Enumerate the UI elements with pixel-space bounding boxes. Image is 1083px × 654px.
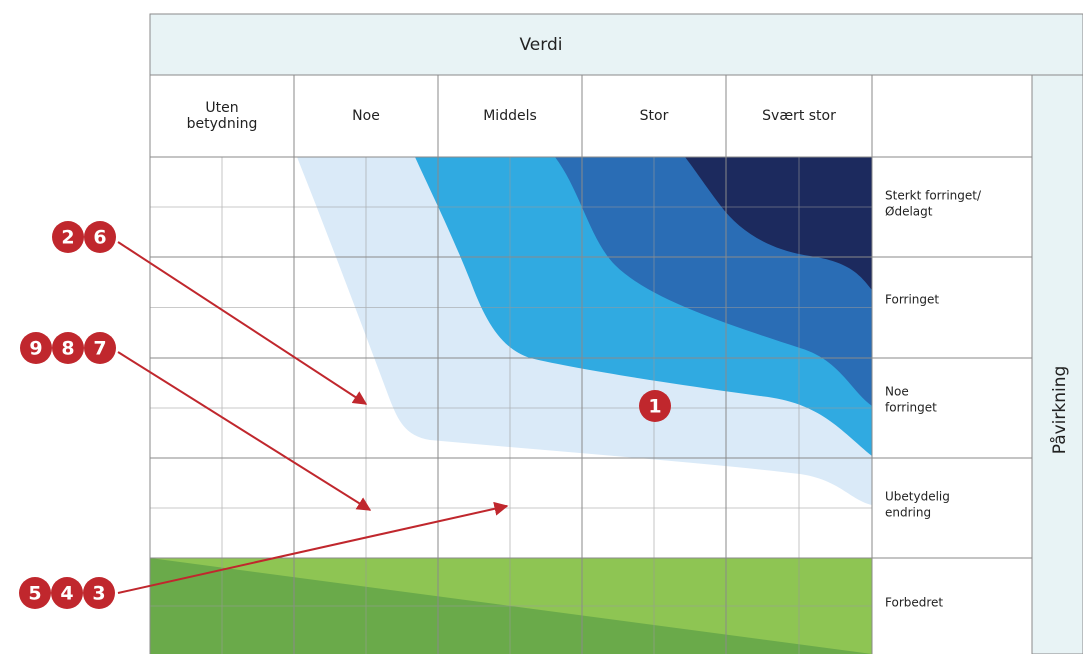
row-label: endring: [885, 506, 931, 520]
row-label: Forbedret: [885, 596, 943, 610]
column-header: Uten: [205, 100, 238, 116]
marker-number: 4: [60, 583, 73, 605]
markers: 1 2 6 9 8 7 5 4 3: [19, 221, 671, 609]
marker-number: 7: [93, 338, 106, 360]
column-header: Noe: [352, 108, 380, 124]
row-label: Forringet: [885, 293, 939, 307]
header-band: [149, 13, 1083, 76]
row-label: forringet: [885, 401, 937, 415]
column-header: betydning: [187, 116, 258, 132]
title: Verdi: [520, 35, 563, 55]
marker-dot: [84, 221, 116, 253]
arrow: [117, 501, 509, 594]
column-header: Stor: [640, 108, 669, 124]
marker-number: 6: [93, 227, 106, 249]
arrow: [117, 241, 368, 405]
arrow: [117, 351, 372, 511]
column-header: Svært stor: [762, 108, 836, 124]
side-band: [1031, 74, 1083, 654]
column-header: Middels: [483, 108, 537, 124]
side-title: Påvirkning: [1049, 366, 1070, 455]
marker-dot: [52, 332, 84, 364]
marker-number: 5: [28, 583, 41, 605]
row-label: Noe: [885, 385, 909, 399]
marker-number: 3: [92, 583, 105, 605]
marker-number: 1: [648, 396, 661, 418]
row-label: Ødelagt: [885, 205, 933, 219]
marker-dot: [20, 332, 52, 364]
row-label: Sterkt forringet/: [885, 189, 982, 203]
marker-dot: [51, 577, 83, 609]
marker-dot: [19, 577, 51, 609]
marker-dot: [84, 332, 116, 364]
marker-number: 2: [61, 227, 74, 249]
marker-dot: [52, 221, 84, 253]
marker-dot: [639, 390, 671, 422]
row-label: Ubetydelig: [885, 490, 950, 504]
marker-number: 8: [61, 338, 74, 360]
marker-dot: [83, 577, 115, 609]
marker-number: 9: [29, 338, 42, 360]
